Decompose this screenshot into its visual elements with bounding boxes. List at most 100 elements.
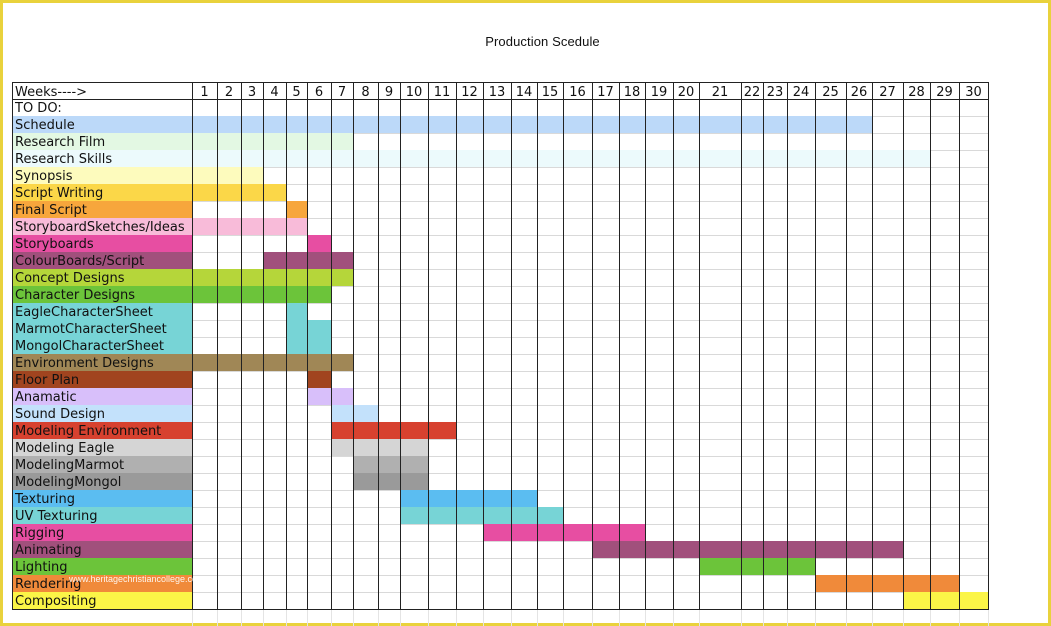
task-label: Storyboards [15,237,94,252]
task-label-cell [12,252,192,269]
task-label-cell [12,473,192,490]
task-bar [307,388,353,405]
task-label-cell [12,422,192,439]
task-label-cell [12,286,192,303]
task-bar [331,439,428,456]
task-label: Concept Designs [15,271,125,286]
task-bar [400,490,537,507]
task-label-cell [12,490,192,507]
week-tick-label: 3 [248,85,256,100]
task-bar [192,184,286,201]
week-tick-label: 7 [338,85,346,100]
task-label-cell [12,133,192,150]
week-tick-label: 16 [569,85,586,100]
week-tick-label: 27 [879,85,896,100]
task-bar [286,201,307,218]
task-label: Rendering [15,577,81,592]
task-bar [815,575,959,592]
week-tick-label: 17 [597,85,614,100]
task-label: Anamatic [15,390,77,405]
task-label-cell [12,150,192,167]
week-tick-label: 6 [315,85,323,100]
week-tick-label: 25 [822,85,839,100]
task-label: Sound Design [15,407,105,422]
task-label: Lighting [15,560,68,575]
weeks-header-label: Weeks----> [15,85,87,100]
task-label: MarmotCharacterSheet [15,322,167,337]
week-tick-label: 29 [936,85,953,100]
week-tick-label: 4 [270,85,278,100]
task-label-cell [12,507,192,524]
week-tick-label: 5 [292,85,300,100]
week-tick-label: 19 [651,85,668,100]
week-tick-label: 30 [965,85,982,100]
task-label-cell [12,388,192,405]
week-tick-label: 8 [361,85,369,100]
task-bar [307,235,331,252]
task-label-cell [12,201,192,218]
task-label-cell [12,371,192,388]
task-bar [192,150,930,167]
task-label: Modeling Environment [15,424,161,439]
task-label: Synopsis [15,169,73,184]
task-label: Modeling Eagle [15,441,114,456]
task-label-cell [12,303,192,320]
week-tick-label: 1 [200,85,208,100]
task-label: UV Texturing [15,509,98,524]
task-bar [353,473,428,490]
task-bar [307,371,331,388]
task-label-cell [12,235,192,252]
task-label: ModelingMarmot [15,458,124,473]
watermark: www.heritagechristiancollege.com [69,574,205,584]
task-label: Rigging [15,526,64,541]
task-bar [192,354,353,371]
task-label: Research Skills [15,152,112,167]
task-label-cell [12,167,192,184]
task-label: TO DO: [14,101,62,116]
week-tick-label: 11 [434,85,451,100]
task-label: ModelingMongol [15,475,121,490]
task-label-cell [12,541,192,558]
task-bar [353,456,428,473]
task-bar [331,422,456,439]
week-tick-label: 23 [767,85,784,100]
task-bar [286,337,331,354]
task-label: Compositing [15,594,97,609]
task-bar [192,286,331,303]
task-label-cell [12,575,192,592]
task-bar [192,269,353,286]
task-label-cell [12,405,192,422]
task-label: Animating [15,543,82,558]
chart-title: Production Scedule [485,34,600,49]
task-label-cell [12,269,192,286]
week-tick-label: 10 [406,85,423,100]
task-label: Research Film [15,135,105,150]
task-bar [192,218,307,235]
task-label-cell [12,592,192,609]
task-label: StoryboardSketches/Ideas [15,220,185,235]
week-tick-label: 13 [489,85,506,100]
task-bar [286,320,331,337]
task-label: ColourBoards/Script [15,254,144,269]
task-bar [192,167,263,184]
table-border [12,82,989,610]
task-bar [699,558,815,575]
week-tick-label: 26 [851,85,868,100]
task-label-cell [12,524,192,541]
task-bar [592,541,903,558]
task-label: MongolCharacterSheet [15,339,164,354]
task-label: Script Writing [15,186,103,201]
task-label-cell [12,354,192,371]
task-label: Character Designs [15,288,135,303]
task-label-cell [12,456,192,473]
week-tick-label: 9 [385,85,393,100]
task-label: EagleCharacterSheet [15,305,153,320]
week-tick-label: 12 [461,85,478,100]
task-bar [192,133,353,150]
task-bar [903,592,988,609]
week-tick-label: 14 [516,85,533,100]
task-label-cell [12,320,192,337]
week-tick-label: 18 [624,85,641,100]
task-bar [400,507,563,524]
